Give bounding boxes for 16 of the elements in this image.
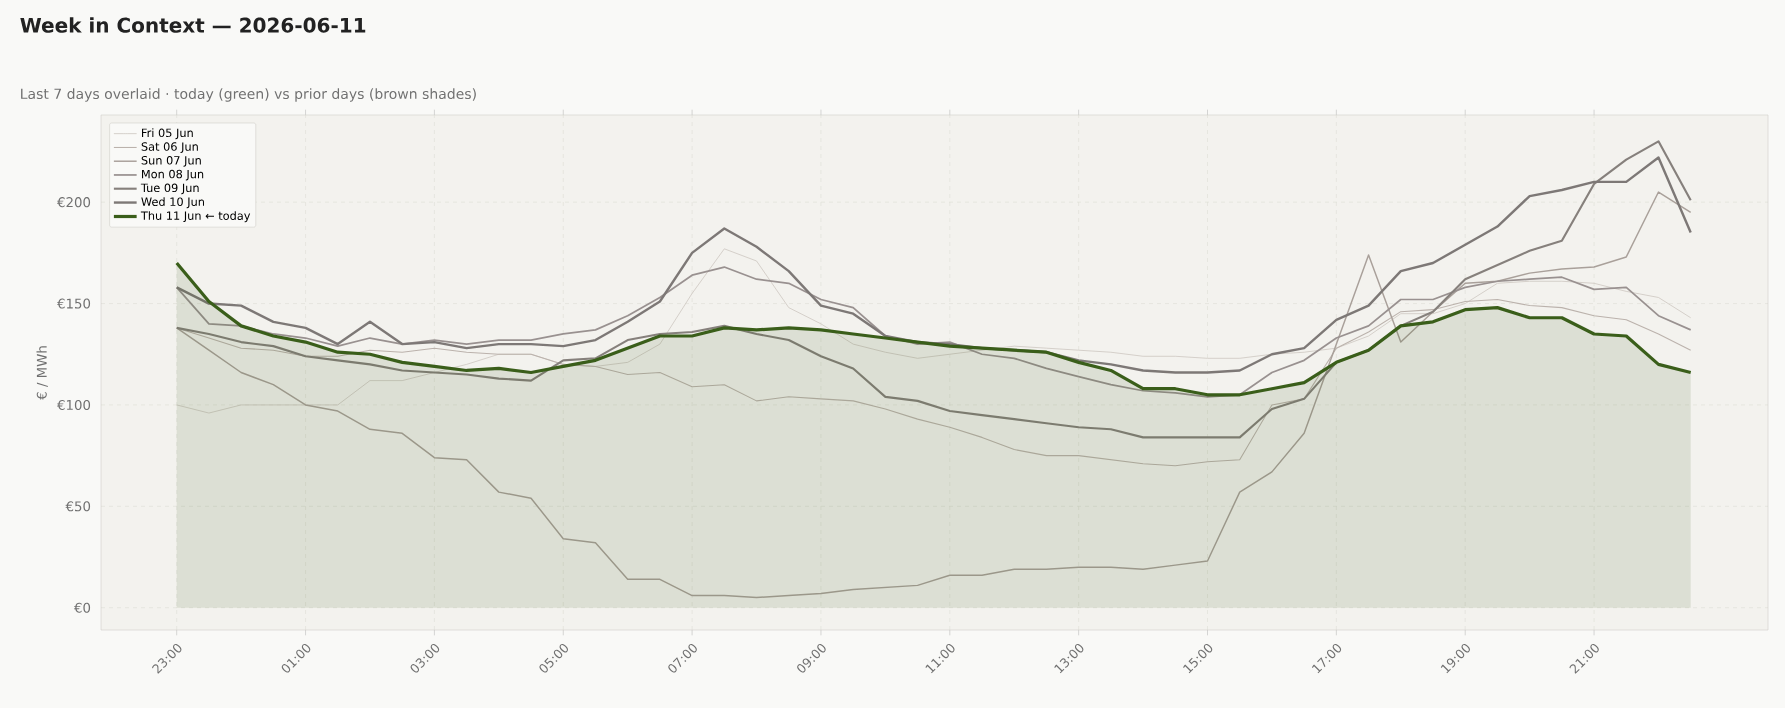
y-tick-label: €150 (57, 298, 91, 309)
y-tick-label: €200 (57, 197, 91, 208)
legend-label: Mon 08 Jun (142, 169, 204, 181)
y-tick-label: €0 (73, 602, 91, 613)
chart-title: Week in Context — 2026-06-11 (20, 17, 366, 33)
legend-label: Tue 09 Jun (140, 183, 199, 195)
legend-label: Sat 06 Jun (141, 142, 198, 153)
legend-label: Sun 07 Jun (141, 156, 201, 167)
chart-subtitle: Last 7 days overlaid · today (green) vs prior days (brown shades) (21, 88, 476, 102)
line-series (175, 266, 1692, 398)
y-tick-label: €100 (57, 399, 91, 410)
legend-label: Wed 10 Jun (141, 197, 204, 209)
y-tick-label: €50 (65, 501, 91, 512)
legend-label: Thu 11 Jun ← today (140, 211, 251, 223)
y-axis-title: € / MWh (36, 346, 48, 400)
legend-label: Fri 05 Jun (142, 128, 193, 140)
